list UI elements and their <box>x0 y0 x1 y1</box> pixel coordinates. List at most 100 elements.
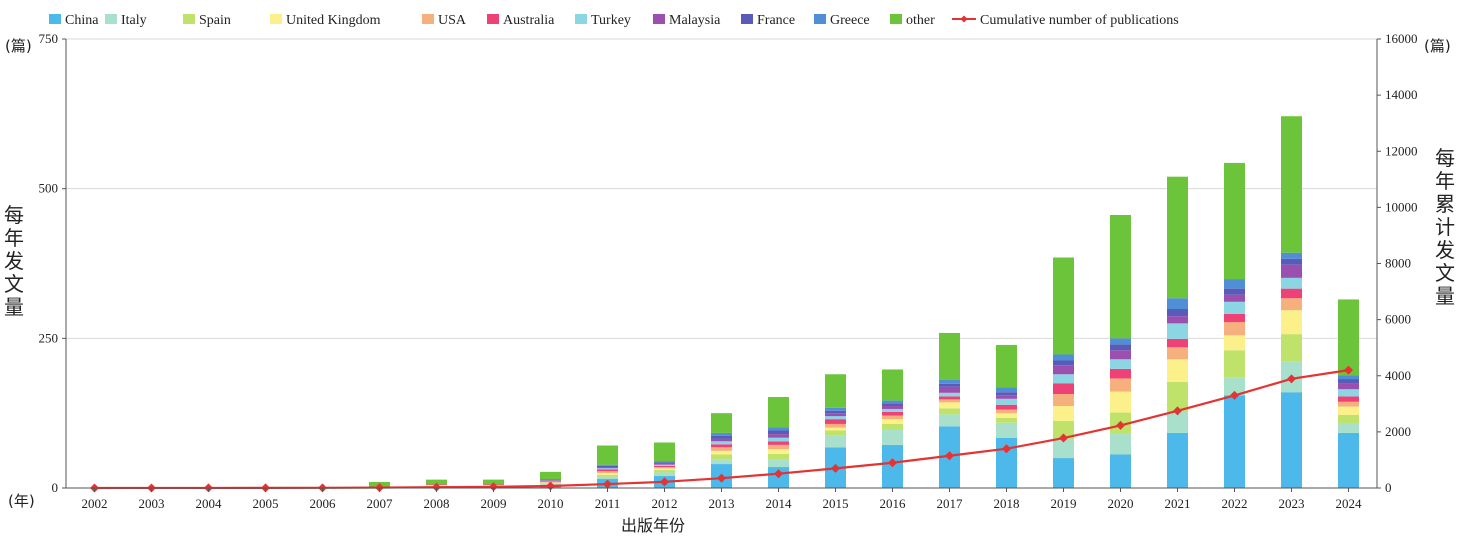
cumulative-point <box>1230 390 1239 400</box>
legend-label: China <box>65 13 99 28</box>
bar-segment <box>1053 257 1074 355</box>
cumulative-point <box>603 479 612 489</box>
bar-segment <box>540 480 561 482</box>
x-tick-label: 2024 <box>1336 496 1363 511</box>
bar-segment <box>1110 344 1131 351</box>
bar-segment <box>1110 350 1131 360</box>
bar-segment <box>1053 458 1074 488</box>
cumulative-point <box>660 477 669 487</box>
legend: China Italy Spain United Kingdom USA Australi… <box>49 13 1179 28</box>
bar-segment <box>882 419 903 424</box>
axis-title-char: 累 <box>1435 192 1455 216</box>
bar-segment <box>597 476 618 480</box>
bar-segment <box>1224 335 1245 351</box>
y-right-tick-label: 0 <box>1385 480 1392 495</box>
axis-title-char: 发 <box>1435 238 1455 262</box>
axis-title-char: 每 <box>4 203 24 227</box>
bar-segment <box>825 427 846 431</box>
y-left-tick-label: 750 <box>39 31 59 46</box>
axis-title-char: 年 <box>4 226 24 250</box>
x-tick-label: 2014 <box>766 496 793 511</box>
bar-segment <box>996 409 1017 414</box>
x-tick-label: 2012 <box>652 496 678 511</box>
bar-segment <box>1338 414 1359 424</box>
bar-segment <box>1338 379 1359 384</box>
bar-segment <box>711 444 732 448</box>
bar-segment <box>882 405 903 409</box>
legend-swatch-marker <box>960 15 968 23</box>
legend-swatch <box>741 14 753 24</box>
y-right-tick-label: 16000 <box>1385 31 1418 46</box>
bar-segment <box>1338 299 1359 376</box>
y-right-tick-label: 4000 <box>1385 368 1411 383</box>
bar-segment <box>768 441 789 445</box>
x-tick-label: 2023 <box>1279 496 1305 511</box>
bar-segment <box>882 403 903 406</box>
bar-segment <box>540 480 561 481</box>
bar-segment <box>996 404 1017 410</box>
axis-title-char: 计 <box>1435 215 1455 239</box>
legend-swatch <box>183 14 195 24</box>
x-tick-label: 2015 <box>823 496 849 511</box>
y-left-tick-label: 500 <box>39 181 59 196</box>
bar-segment <box>1338 423 1359 433</box>
cumulative-point <box>717 473 726 483</box>
bar-segment <box>540 471 561 480</box>
bar-segment <box>939 396 960 400</box>
bar-segment <box>1281 116 1302 253</box>
bar-segment <box>996 344 1017 388</box>
x-tick-label: 2009 <box>481 496 507 511</box>
bar-segment <box>768 444 789 450</box>
x-tick-label: 2011 <box>595 496 621 511</box>
axis-title-char: 发 <box>4 249 24 273</box>
bar-segment <box>711 454 732 460</box>
cumulative-point <box>1287 374 1296 384</box>
bar-segment <box>1224 301 1245 314</box>
bar-segment <box>768 449 789 454</box>
x-tick-label: 2007 <box>367 496 394 511</box>
bar-segment <box>1110 378 1131 392</box>
bar-segment <box>711 450 732 455</box>
x-tick-label: 2006 <box>310 496 337 511</box>
legend-swatch <box>814 14 826 24</box>
bar-segment <box>1053 365 1074 375</box>
bar-segment <box>1281 334 1302 362</box>
bar-segment <box>1053 420 1074 439</box>
legend-label: Australia <box>503 13 555 28</box>
bar-segment <box>939 414 960 427</box>
bar-segment <box>654 465 675 468</box>
axis-title-char: 每 <box>1435 146 1455 170</box>
bar-segment <box>1167 308 1188 317</box>
bar-segment <box>654 463 675 465</box>
bar-segment <box>711 441 732 445</box>
x-tick-label: 2019 <box>1051 496 1077 511</box>
legend-label: France <box>757 13 795 28</box>
bar-segment <box>882 415 903 420</box>
axes: 0 250 500 750 0 2000 4000 6000 8000 10000 12000 140… <box>39 31 1418 511</box>
axis-title-char: 年 <box>1435 169 1455 193</box>
bar-segment <box>1224 288 1245 295</box>
bar-segment <box>1053 438 1074 459</box>
bar-segment <box>597 468 618 470</box>
legend-swatch <box>105 14 117 24</box>
bar-segment <box>483 479 504 485</box>
bar-segment <box>1110 454 1131 488</box>
bar-segment <box>1281 258 1302 265</box>
legend-label: Turkey <box>591 13 631 28</box>
bar-segment <box>882 411 903 416</box>
legend-swatch <box>575 14 587 24</box>
legend-label: United Kingdom <box>286 13 381 28</box>
cumulative-point <box>1059 433 1068 443</box>
x-tick-label: 2008 <box>424 496 450 511</box>
x-tick-label: 2010 <box>538 496 564 511</box>
legend-label: USA <box>438 13 467 28</box>
bar-segment <box>825 430 846 436</box>
bar-segment <box>1110 215 1131 339</box>
x-axis-unit: (年) <box>8 492 35 510</box>
bar-segment <box>939 399 960 403</box>
bar-segment <box>711 438 732 442</box>
x-axis-label: 出版年份 <box>621 516 685 535</box>
bar-segment <box>825 416 846 420</box>
x-tick-label: 2020 <box>1108 496 1134 511</box>
bar-segment <box>1053 383 1074 395</box>
